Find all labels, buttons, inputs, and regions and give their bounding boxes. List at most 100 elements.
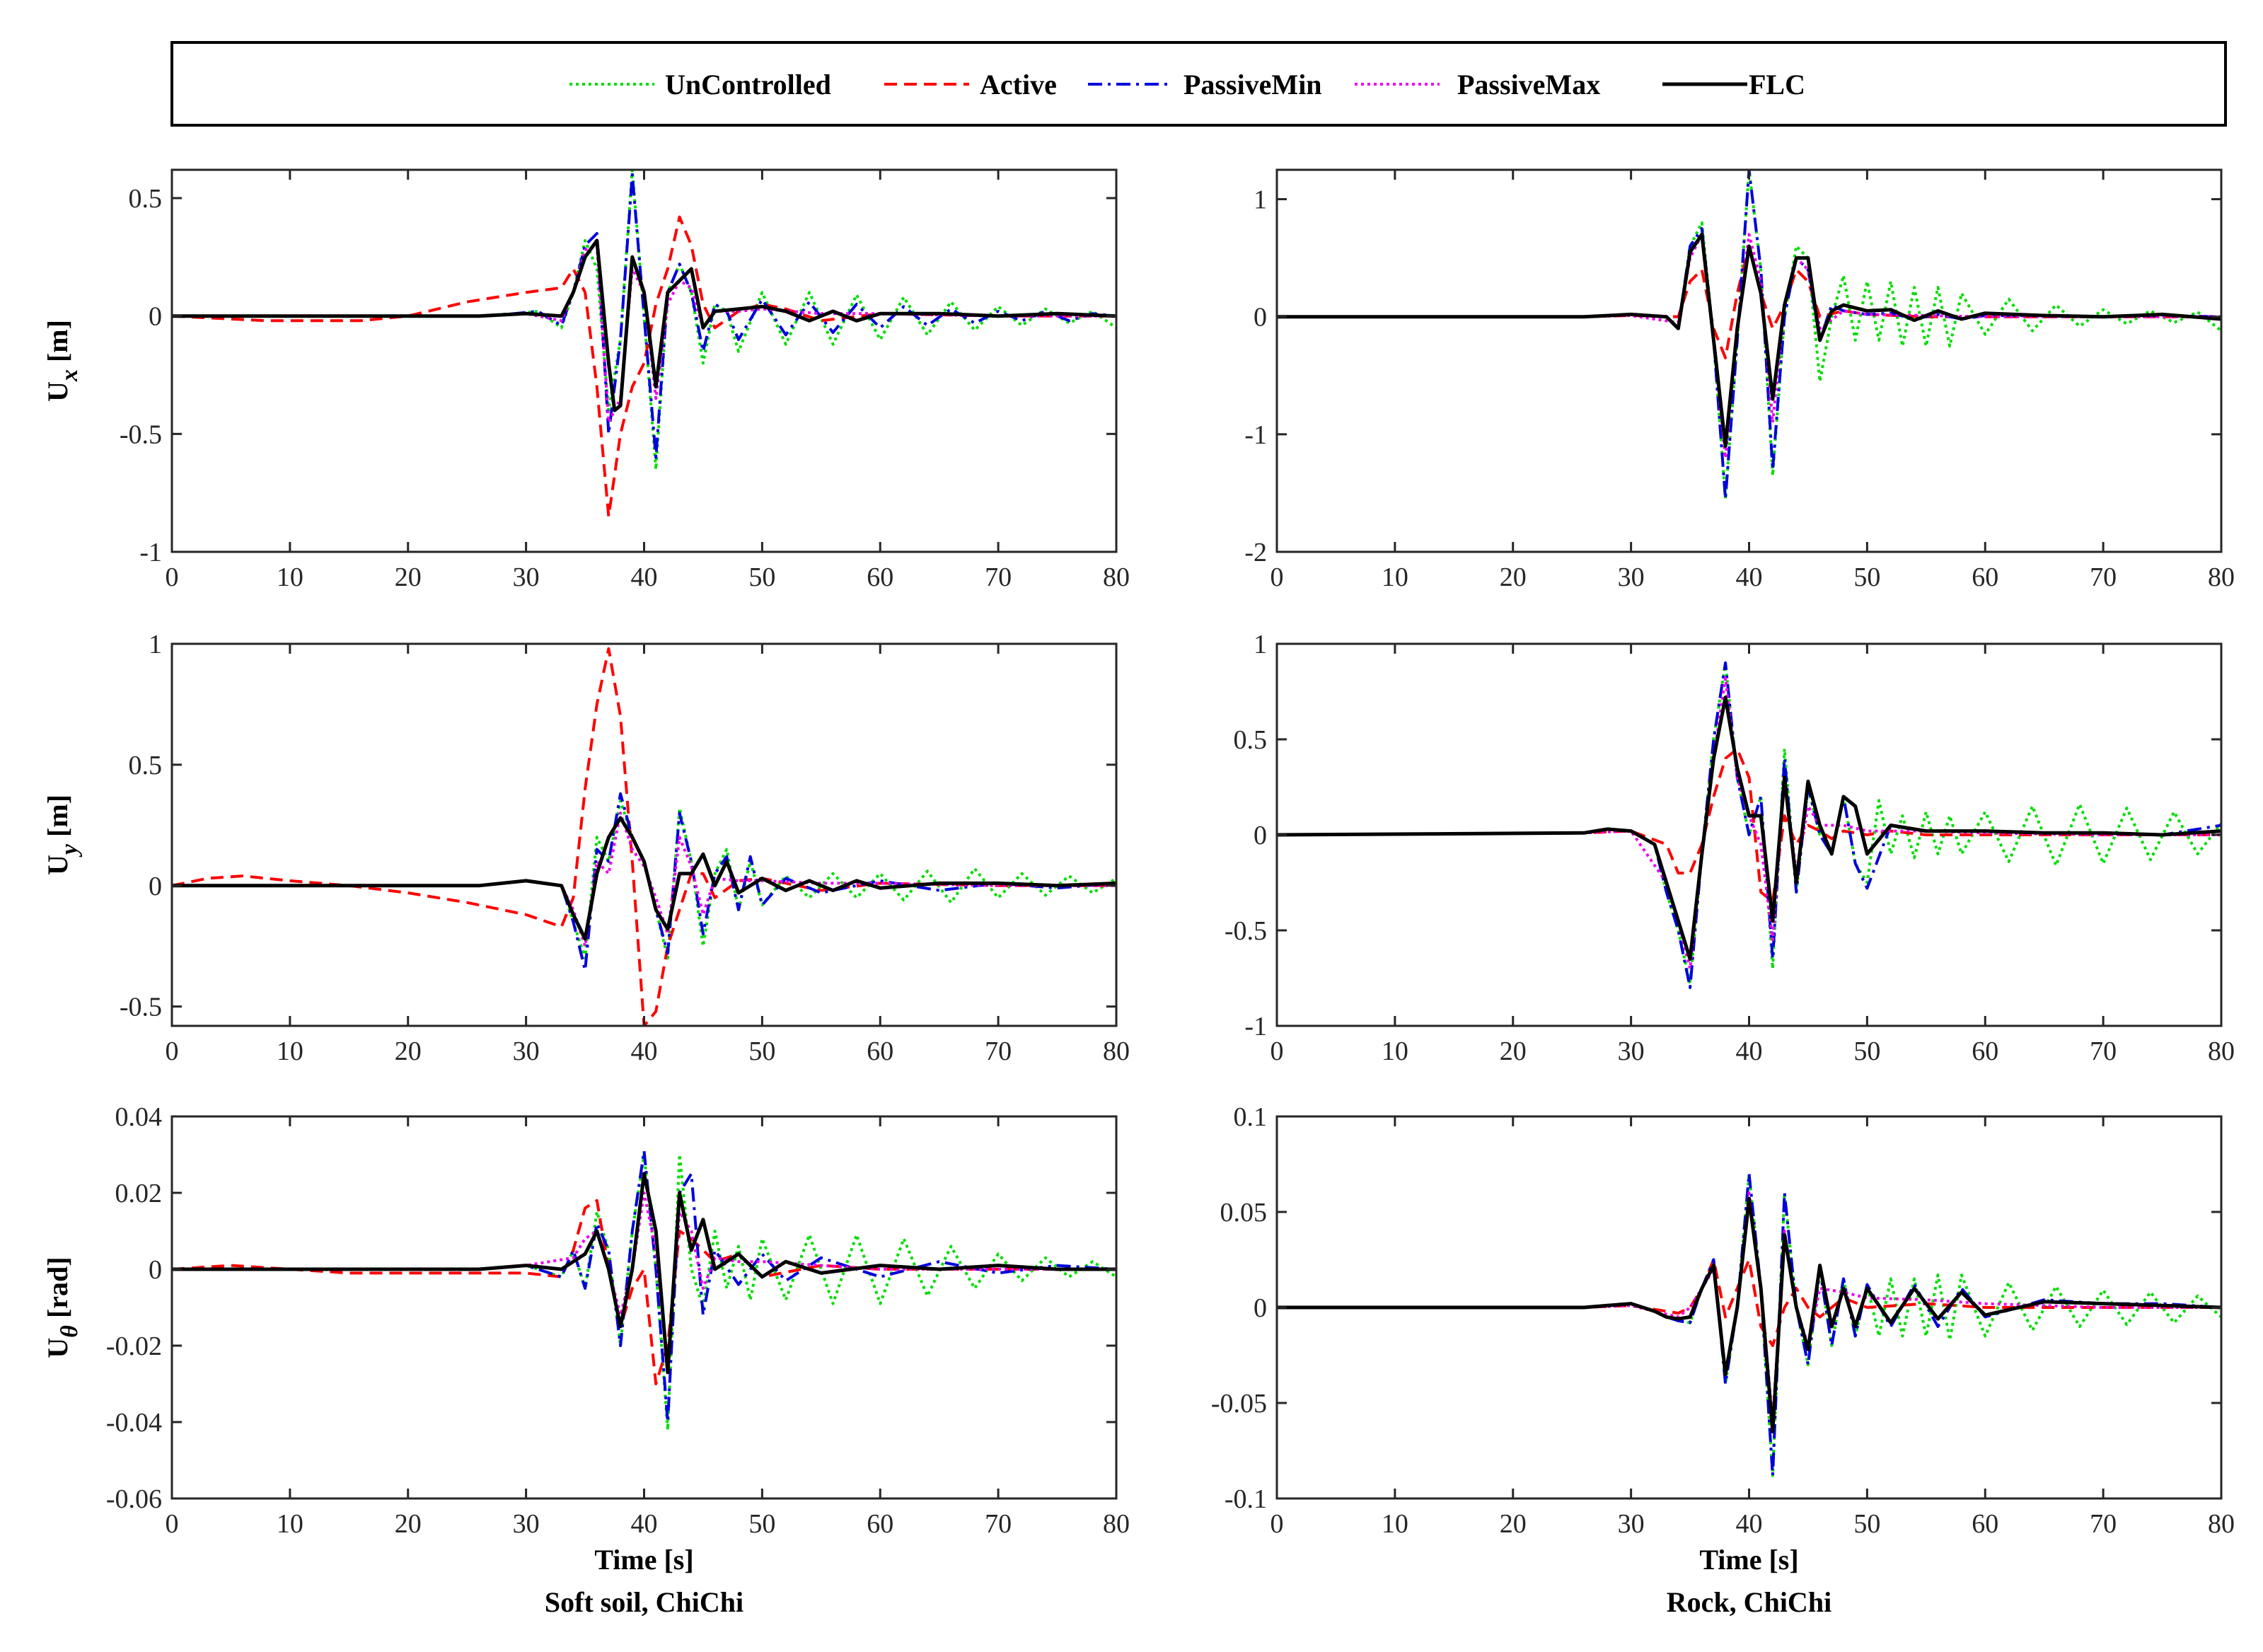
y-tick-label: -0.5 (120, 420, 162, 449)
y-label-unit: [rad] (42, 1257, 74, 1325)
x-tick-label: 20 (1500, 1509, 1527, 1539)
x-tick-label: 80 (1103, 562, 1130, 592)
legend-entry-flc: FLC (1662, 69, 1805, 100)
x-tick-label: 70 (985, 1036, 1012, 1066)
series-line-active (1277, 747, 2221, 903)
x-tick-label: 50 (748, 1036, 775, 1066)
series-line-flc (172, 816, 1116, 941)
x-tick-label: 50 (748, 1509, 775, 1539)
x-tick-label: 0 (166, 1509, 179, 1539)
y-tick-label: -0.02 (106, 1332, 162, 1361)
y-tick-label: -1 (139, 538, 162, 567)
x-axis-label: Time [s] (1699, 1544, 1798, 1576)
series-line-active (1277, 1258, 2221, 1347)
legend-entry-passivemax: PassiveMax (1355, 69, 1600, 100)
y-tick-label: 0.5 (1234, 725, 1268, 755)
x-tick-label: 80 (1103, 1509, 1130, 1539)
panel-subtitle: Soft soil, ChiChi (545, 1586, 743, 1618)
x-tick-label: 40 (631, 562, 658, 592)
series-line-passivemax (1277, 1191, 2221, 1423)
x-tick-label: 0 (166, 1036, 179, 1066)
y-tick-label: 0.05 (1220, 1198, 1268, 1228)
y-label-unit: [m] (42, 320, 74, 369)
x-tick-label: 20 (395, 1509, 422, 1539)
y-tick-label: 0 (149, 872, 162, 901)
panel-ut-rock: 0 10 20 30 40 50 60 70 80 -0.1 -0.05 0 0.05 0.1 Time [… (1211, 1102, 2235, 1618)
series-line-flc (172, 238, 1116, 412)
series-group (172, 647, 1116, 1026)
legend-label-passivemax: PassiveMax (1457, 69, 1600, 100)
x-tick-label: 40 (1736, 1509, 1763, 1539)
x-tick-label: 70 (2090, 562, 2117, 592)
y-tick-label: -0.1 (1225, 1484, 1267, 1514)
x-tick-label: 40 (1736, 1036, 1763, 1066)
x-tick-label: 10 (1382, 1036, 1408, 1066)
legend: UnControlled Active PassiveMin PassiveMax FL… (170, 41, 2227, 127)
x-tick-label: 20 (395, 1036, 422, 1066)
panel-uy-rock: 0 10 20 30 40 50 60 70 80 -1 -0.5 0 0.5 1 (1225, 630, 2235, 1066)
plot-area (172, 170, 1116, 552)
series-line-flc (1277, 1196, 2221, 1433)
panel-subtitle: Rock, ChiChi (1667, 1586, 1831, 1618)
y-label-subscript: θ (57, 1325, 83, 1338)
x-tick-label: 0 (166, 562, 179, 592)
y-axis-label: Uy [m] (42, 795, 83, 875)
x-tick-label: 10 (277, 1509, 303, 1539)
x-tick-label: 80 (2208, 1509, 2235, 1539)
y-tick-label: 0.1 (1234, 1102, 1268, 1132)
series-line-uncontrolled (1277, 1172, 2221, 1477)
y-tick-label: 0.02 (115, 1179, 163, 1208)
legend-label-flc: FLC (1749, 69, 1805, 100)
x-tick-label: 30 (1618, 1036, 1645, 1066)
x-tick-label: 30 (513, 562, 540, 592)
y-tick-label: 1 (1254, 630, 1267, 659)
x-tick-label: 10 (277, 1036, 303, 1066)
x-tick-label: 80 (2208, 1036, 2235, 1066)
y-tick-label: -1 (1244, 1012, 1267, 1041)
series-group (172, 1149, 1116, 1431)
x-tick-label: 0 (1271, 1509, 1284, 1539)
x-tick-label: 60 (1972, 1036, 1998, 1066)
legend-label-active: Active (980, 69, 1057, 100)
series-group (1277, 1172, 2221, 1477)
y-tick-label: -1 (1244, 420, 1267, 450)
y-axis-label: Ux [m] (42, 320, 83, 402)
y-tick-label: -0.06 (106, 1484, 162, 1514)
legend-entry-active: Active (884, 69, 1057, 100)
series-line-flc (1277, 695, 2221, 961)
x-tick-label: 60 (1972, 1509, 1998, 1539)
series-group (1277, 662, 2221, 989)
y-tick-label: -0.04 (106, 1408, 162, 1438)
series-line-flc (1277, 232, 2221, 448)
x-axis-label: Time [s] (594, 1544, 693, 1576)
x-tick-label: 20 (395, 562, 422, 592)
y-tick-label: 1 (1254, 185, 1267, 215)
x-tick-label: 10 (1382, 562, 1408, 592)
y-label-main: U (42, 1338, 74, 1358)
y-tick-label: 1 (149, 630, 162, 659)
y-tick-label: 0 (149, 1255, 162, 1285)
x-tick-label: 40 (631, 1509, 658, 1539)
y-label-main: U (42, 855, 74, 875)
x-tick-label: 70 (2090, 1509, 2117, 1539)
x-tick-label: 50 (748, 562, 775, 592)
y-tick-label: 0 (149, 302, 162, 332)
x-tick-label: 50 (1853, 562, 1880, 592)
x-tick-label: 10 (1382, 1509, 1408, 1539)
panel-ux-soft: 0 10 20 30 40 50 60 70 80 -1 -0.5 0 0.5 Ux [m] (42, 168, 1130, 592)
plot-area (172, 644, 1116, 1026)
legend-frame (170, 41, 2227, 127)
x-tick-label: 60 (867, 1036, 893, 1066)
y-tick-label: -0.05 (1211, 1389, 1267, 1419)
y-label-subscript: x (57, 369, 83, 382)
x-tick-label: 70 (985, 1509, 1012, 1539)
series-group (172, 170, 1116, 518)
y-label-unit: [m] (42, 795, 74, 844)
y-tick-label: 0.5 (129, 751, 163, 780)
series-group (1277, 170, 2221, 501)
panel-ux-rock: 0 10 20 30 40 50 60 70 80 -2 -1 0 1 (1244, 168, 2235, 592)
y-label-main: U (42, 381, 74, 402)
legend-entry-uncontrolled: UnControlled (569, 69, 831, 100)
